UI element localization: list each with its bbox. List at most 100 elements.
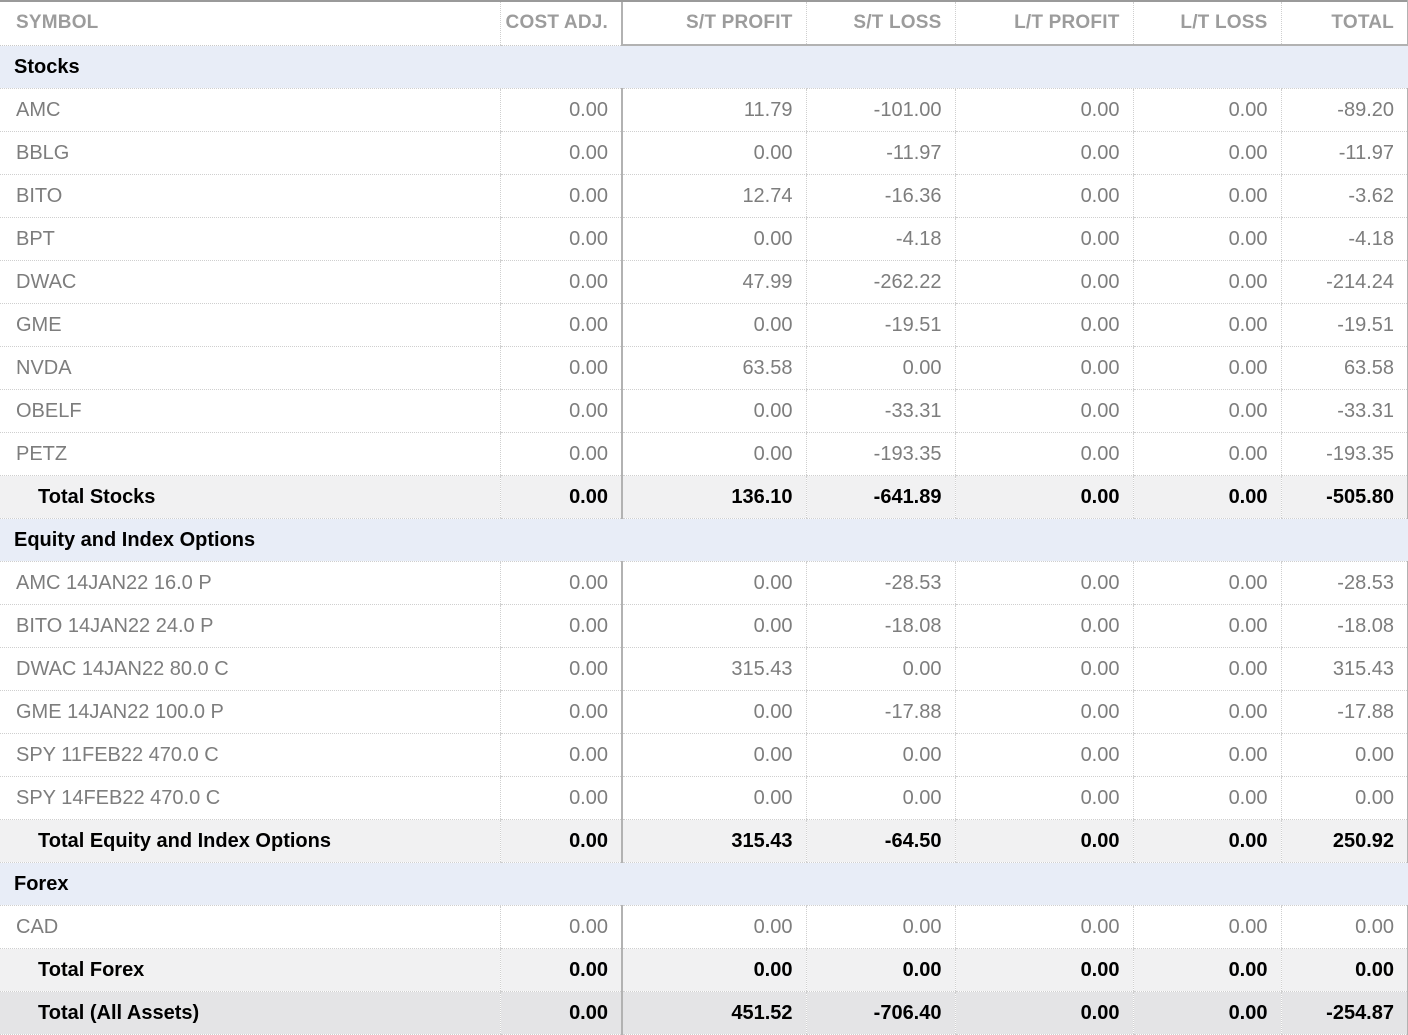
table-row: BITO 14JAN22 24.0 P 0.00 0.00 -18.08 0.00 0.0… — [0, 604, 1408, 648]
table-row: SPY 14FEB22 470.0 C 0.00 0.00 0.00 0.00 0.00 0… — [0, 776, 1408, 820]
value-cell: 0.00 — [499, 389, 622, 433]
column-header-cost_adj[interactable]: COST ADJ. — [499, 0, 622, 46]
value-cell: -28.53 — [1280, 561, 1408, 605]
column-header-lt_loss[interactable]: L/T LOSS — [1132, 0, 1281, 46]
value-cell: -18.08 — [1280, 604, 1408, 648]
table-row: BPT 0.00 0.00 -4.18 0.00 0.00 -4.18 — [0, 217, 1408, 261]
grand-total-value-cell: 0.00 — [499, 991, 622, 1035]
column-header-st_profit[interactable]: S/T PROFIT — [621, 0, 806, 46]
pnl-table-header: SYMBOL COST ADJ. S/T PROFIT S/T LOSS L/T PRO… — [0, 0, 1408, 46]
value-cell: 0.00 — [954, 561, 1133, 605]
value-cell: -33.31 — [805, 389, 955, 433]
section-total-value-cell: 0.00 — [1132, 819, 1281, 863]
pnl-table-body: Stocks AMC 0.00 11.79 -101.00 0.00 0.00 -89.20 B… — [0, 45, 1408, 1035]
symbol-cell: NVDA — [0, 346, 500, 390]
value-cell: 0.00 — [621, 389, 806, 433]
value-cell: 0.00 — [499, 174, 622, 218]
value-cell: -193.35 — [805, 432, 955, 476]
value-cell: 0.00 — [954, 647, 1133, 691]
value-cell: 0.00 — [954, 604, 1133, 648]
section-total-value-cell: 136.10 — [621, 475, 806, 519]
value-cell: 0.00 — [1132, 561, 1281, 605]
value-cell: 0.00 — [954, 346, 1133, 390]
value-cell: 0.00 — [954, 217, 1133, 261]
value-cell: 0.00 — [621, 432, 806, 476]
value-cell: 0.00 — [954, 174, 1133, 218]
value-cell: 0.00 — [499, 905, 622, 949]
value-cell: 0.00 — [954, 690, 1133, 734]
value-cell: 0.00 — [1132, 604, 1281, 648]
value-cell: 0.00 — [954, 432, 1133, 476]
table-row: GME 14JAN22 100.0 P 0.00 0.00 -17.88 0.00 0.0… — [0, 690, 1408, 734]
symbol-cell: BBLG — [0, 131, 500, 175]
symbol-cell: BITO — [0, 174, 500, 218]
column-header-symbol[interactable]: SYMBOL — [0, 0, 500, 46]
symbol-cell: AMC — [0, 88, 500, 132]
value-cell: -18.08 — [805, 604, 955, 648]
value-cell: 0.00 — [1280, 776, 1408, 820]
section-total-label: Total Equity and Index Options — [0, 819, 500, 863]
value-cell: -4.18 — [805, 217, 955, 261]
section-label: Forex — [0, 862, 1408, 906]
table-row: DWAC 0.00 47.99 -262.22 0.00 0.00 -214.24 — [0, 260, 1408, 304]
value-cell: 0.00 — [954, 131, 1133, 175]
value-cell: 11.79 — [621, 88, 806, 132]
value-cell: 0.00 — [621, 776, 806, 820]
value-cell: 0.00 — [1132, 905, 1281, 949]
section-total-value-cell: 250.92 — [1280, 819, 1408, 863]
grand-total-value-cell: 0.00 — [954, 991, 1133, 1035]
value-cell: 0.00 — [1132, 131, 1281, 175]
value-cell: 0.00 — [499, 776, 622, 820]
column-header-lt_profit[interactable]: L/T PROFIT — [954, 0, 1133, 46]
value-cell: -11.97 — [805, 131, 955, 175]
section-total-value-cell: 315.43 — [621, 819, 806, 863]
value-cell: 0.00 — [1132, 260, 1281, 304]
section-total-value-cell: 0.00 — [621, 948, 806, 992]
value-cell: 0.00 — [499, 690, 622, 734]
grand-total-value-cell: -706.40 — [805, 991, 955, 1035]
section-total-value-cell: 0.00 — [499, 475, 622, 519]
value-cell: 0.00 — [499, 131, 622, 175]
section-total-value-cell: -64.50 — [805, 819, 955, 863]
value-cell: 0.00 — [621, 217, 806, 261]
column-header-st_loss[interactable]: S/T LOSS — [805, 0, 955, 46]
value-cell: 47.99 — [621, 260, 806, 304]
value-cell: 0.00 — [499, 217, 622, 261]
value-cell: 0.00 — [621, 131, 806, 175]
value-cell: 0.00 — [1132, 88, 1281, 132]
symbol-cell: BITO 14JAN22 24.0 P — [0, 604, 500, 648]
grand-total-value-cell: 451.52 — [621, 991, 806, 1035]
section-total-value-cell: 0.00 — [954, 948, 1133, 992]
value-cell: 0.00 — [954, 303, 1133, 347]
column-header-total[interactable]: TOTAL — [1280, 0, 1408, 46]
section-label: Stocks — [0, 45, 1408, 89]
value-cell: 0.00 — [1280, 905, 1408, 949]
section-total-value-cell: 0.00 — [954, 819, 1133, 863]
table-row: NVDA 0.00 63.58 0.00 0.00 0.00 63.58 — [0, 346, 1408, 390]
value-cell: 0.00 — [954, 733, 1133, 777]
value-cell: 315.43 — [1280, 647, 1408, 691]
value-cell: -19.51 — [1280, 303, 1408, 347]
value-cell: -28.53 — [805, 561, 955, 605]
value-cell: -214.24 — [1280, 260, 1408, 304]
value-cell: -19.51 — [805, 303, 955, 347]
section-total-value-cell: -505.80 — [1280, 475, 1408, 519]
value-cell: 0.00 — [621, 561, 806, 605]
section-label: Equity and Index Options — [0, 518, 1408, 562]
section-total-value-cell: 0.00 — [499, 948, 622, 992]
section-header-row: Stocks — [0, 45, 1408, 89]
grand-total-value-cell: 0.00 — [1132, 991, 1281, 1035]
value-cell: 315.43 — [621, 647, 806, 691]
value-cell: 0.00 — [954, 88, 1133, 132]
section-total-value-cell: 0.00 — [499, 819, 622, 863]
section-total-label: Total Stocks — [0, 475, 500, 519]
grand-total-value-cell: -254.87 — [1280, 991, 1408, 1035]
value-cell: 0.00 — [499, 346, 622, 390]
grand-total-label: Total (All Assets) — [0, 991, 500, 1035]
section-total-label: Total Forex — [0, 948, 500, 992]
symbol-cell: PETZ — [0, 432, 500, 476]
value-cell: 0.00 — [954, 905, 1133, 949]
value-cell: 0.00 — [499, 303, 622, 347]
value-cell: 0.00 — [1132, 432, 1281, 476]
value-cell: -17.88 — [805, 690, 955, 734]
